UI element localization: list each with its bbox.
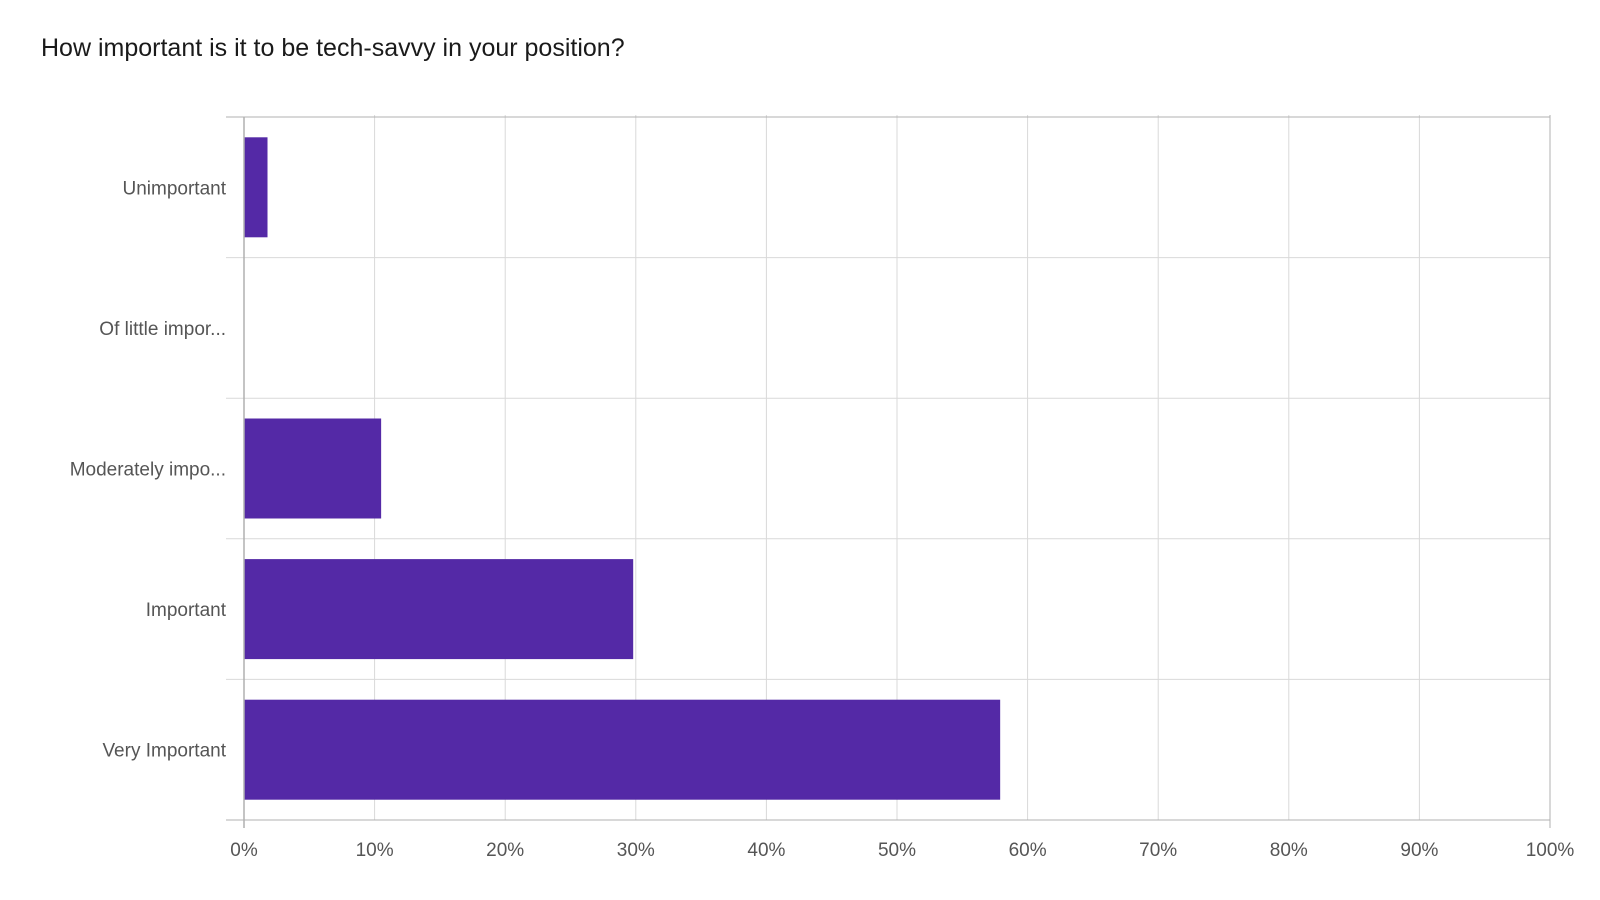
category-label: Important bbox=[146, 600, 227, 621]
category-label: Of little impor... bbox=[99, 319, 226, 340]
x-tick-label: 10% bbox=[356, 840, 394, 861]
x-tick-label: 80% bbox=[1270, 840, 1308, 861]
x-tick-label: 70% bbox=[1139, 840, 1177, 861]
x-tick-labels: 0% 10% 20% 30% 40% 50% 60% 70% 80% 90% 100% bbox=[230, 840, 1574, 861]
x-tick-label: 40% bbox=[747, 840, 785, 861]
x-tick-label: 60% bbox=[1009, 840, 1047, 861]
bar[interactable] bbox=[244, 137, 268, 238]
x-tick-label: 0% bbox=[230, 840, 258, 861]
category-labels: Unimportant Of little impor... Moderately … bbox=[70, 178, 227, 761]
x-tick-label: 100% bbox=[1526, 840, 1575, 861]
bar[interactable] bbox=[244, 418, 382, 519]
x-tick-label: 50% bbox=[878, 840, 916, 861]
x-tick-label: 20% bbox=[486, 840, 524, 861]
category-label: Very Important bbox=[102, 741, 226, 762]
x-tick-label: 90% bbox=[1400, 840, 1438, 861]
chart-title: How important is it to be tech-savvy in … bbox=[41, 34, 625, 62]
bar[interactable] bbox=[244, 699, 1001, 800]
x-tick-label: 30% bbox=[617, 840, 655, 861]
category-label: Unimportant bbox=[123, 178, 227, 199]
axes bbox=[243, 115, 1551, 828]
bar[interactable] bbox=[244, 559, 634, 660]
bars bbox=[244, 137, 1001, 800]
category-label: Moderately impo... bbox=[70, 460, 226, 481]
